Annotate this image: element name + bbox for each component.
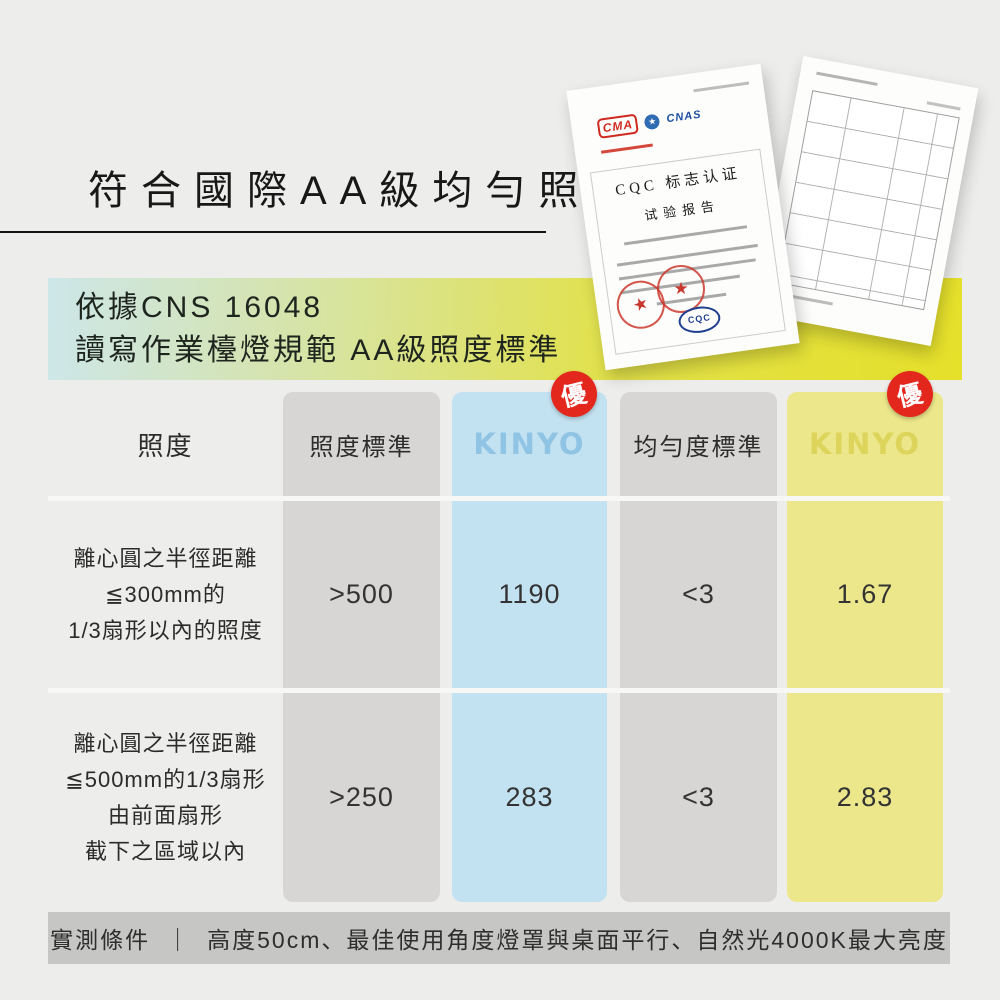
row1-label: 離心圓之半徑距離 ≦300mm的 1/3扇形以內的照度 xyxy=(68,545,263,643)
page-title: 符合國際AA級均勻照度 xyxy=(88,169,645,213)
row-separator xyxy=(48,496,950,501)
excellent-badge: 優 xyxy=(551,371,597,417)
column-kinyo-uniformity: 優 xyxy=(787,371,943,902)
accreditation-logos: CMA ★ CNAS xyxy=(596,105,703,139)
header-uniformity-standard: 均勻度標準 xyxy=(633,433,764,461)
certificate-number-line xyxy=(600,143,653,154)
row2-kinyo-uniformity-value: 2.83 xyxy=(836,782,894,812)
row-separator xyxy=(48,688,950,693)
banner-line-1: 依據CNS 16048 xyxy=(75,291,324,324)
kinyo-logo: KINYO xyxy=(808,427,922,461)
cma-logo-icon: CMA xyxy=(596,113,640,139)
row2-uniformity-standard-value: <3 xyxy=(682,782,715,812)
row2-kinyo-value: 283 xyxy=(505,782,554,812)
row2-standard-value: >250 xyxy=(329,782,394,812)
stamp-star-icon: ★ xyxy=(673,278,689,298)
report-table-grid xyxy=(776,90,960,311)
table-grid-line xyxy=(901,114,938,306)
excellent-badge: 優 xyxy=(887,371,933,417)
kinyo-logo: KINYO xyxy=(473,427,586,461)
header-illuminance: 照度 xyxy=(137,430,194,461)
row1-kinyo-value: 1190 xyxy=(498,579,561,609)
report-number-line xyxy=(816,71,878,86)
row1-standard-value: >500 xyxy=(329,579,394,609)
test-conditions-bar: 實測條件 ｜ 高度50cm、最佳使用角度燈罩與桌面平行、自然光4000K最大亮度 xyxy=(48,912,950,964)
title-underline xyxy=(0,231,546,233)
row1-kinyo-uniformity-value: 1.67 xyxy=(836,579,894,609)
banner-line-2: 讀寫作業檯燈規範 AA級照度標準 xyxy=(75,334,562,367)
row1-uniformity-standard-value: <3 xyxy=(682,579,715,609)
row2-label: 離心圓之半徑距離 ≦500mm的1/3扇形 由前面扇形 截下之區域以內 xyxy=(65,730,266,864)
column-kinyo-illuminance: 優 xyxy=(452,371,607,902)
column-illuminance-standard xyxy=(283,392,440,902)
certificate-cqc-report: CMA ★ CNAS CQC 标志认证 试验报告 ★ ★ CQC xyxy=(566,63,800,371)
report-number-line xyxy=(693,81,750,93)
header-kinyo-logo: KINYO xyxy=(787,392,943,496)
table-grid-line xyxy=(815,98,852,290)
test-conditions-label: 實測條件 xyxy=(50,927,151,953)
excellent-badge-label: 優 xyxy=(558,379,590,413)
separator: ｜ xyxy=(166,927,192,953)
comparison-table: 優 優 照度 照度標準 KINYO 均勻度標準 KINYO 離心圓之半徑距 xyxy=(48,371,950,902)
test-conditions-text: 高度50cm、最佳使用角度燈罩與桌面平行、自然光4000K最大亮度 xyxy=(207,927,948,953)
page-number-line xyxy=(926,101,961,111)
column-uniformity-standard xyxy=(620,392,777,902)
cnas-logo-icon: CNAS xyxy=(665,108,703,126)
header-kinyo-logo: KINYO xyxy=(452,392,607,496)
header-illuminance-standard: 照度標準 xyxy=(309,433,414,461)
table-grid-line xyxy=(867,108,905,299)
stamp-star-icon: ★ xyxy=(629,292,652,316)
excellent-badge-label: 優 xyxy=(894,379,926,413)
accreditation-seal-icon: ★ xyxy=(643,112,661,130)
